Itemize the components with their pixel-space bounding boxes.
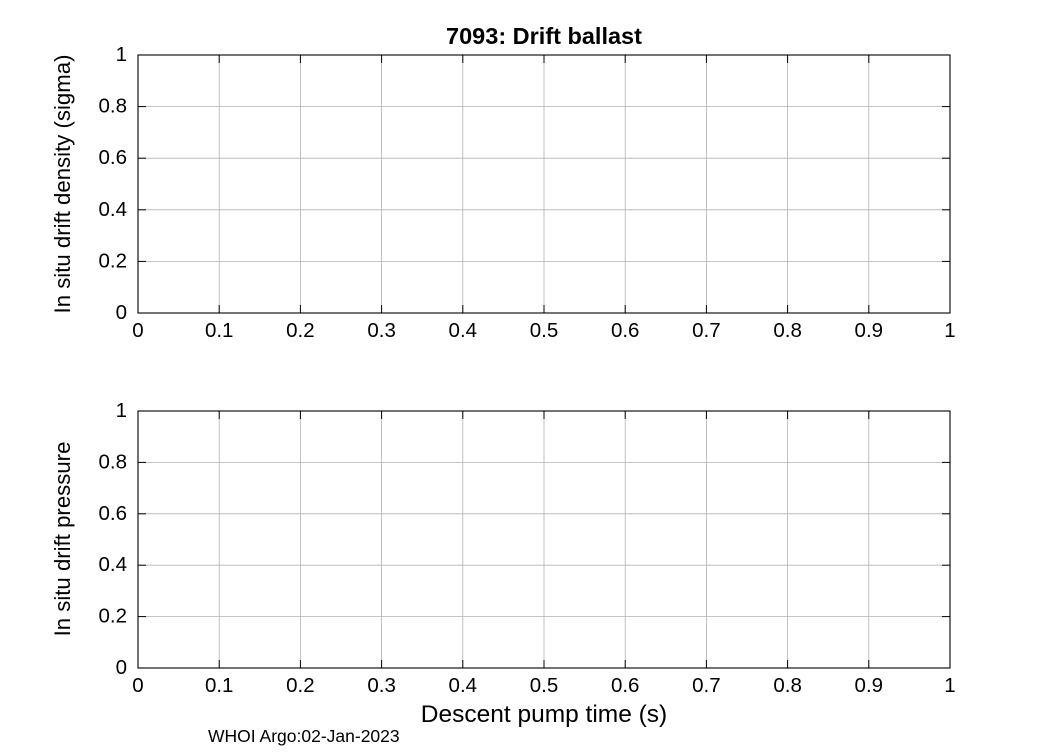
svg-text:0.8: 0.8 — [773, 319, 802, 342]
svg-text:0.2: 0.2 — [99, 249, 128, 272]
svg-text:0.2: 0.2 — [99, 605, 128, 628]
svg-text:1: 1 — [116, 43, 127, 66]
svg-text:0: 0 — [132, 674, 143, 697]
svg-text:0.9: 0.9 — [855, 319, 884, 342]
svg-text:0.6: 0.6 — [99, 502, 128, 525]
svg-text:0.1: 0.1 — [205, 674, 234, 697]
svg-text:0.7: 0.7 — [692, 674, 721, 697]
svg-text:0: 0 — [116, 656, 127, 679]
svg-text:0: 0 — [132, 319, 143, 342]
svg-text:0.6: 0.6 — [99, 146, 128, 169]
svg-text:0.4: 0.4 — [99, 553, 128, 576]
svg-text:1: 1 — [116, 399, 127, 422]
svg-text:0.5: 0.5 — [530, 319, 559, 342]
svg-text:In situ drift pressure: In situ drift pressure — [50, 442, 75, 637]
svg-text:0.7: 0.7 — [692, 319, 721, 342]
svg-text:0.6: 0.6 — [611, 674, 640, 697]
svg-text:0.2: 0.2 — [286, 319, 315, 342]
svg-text:1: 1 — [944, 319, 955, 342]
svg-text:0.3: 0.3 — [367, 674, 396, 697]
svg-text:0.4: 0.4 — [449, 319, 478, 342]
svg-text:Descent pump time (s): Descent pump time (s) — [421, 701, 667, 728]
svg-text:0.2: 0.2 — [286, 674, 315, 697]
svg-text:0.8: 0.8 — [99, 450, 128, 473]
svg-text:0.5: 0.5 — [530, 674, 559, 697]
svg-text:WHOI Argo:02-Jan-2023: WHOI Argo:02-Jan-2023 — [208, 726, 400, 746]
svg-text:1: 1 — [944, 674, 955, 697]
svg-text:0.4: 0.4 — [99, 198, 128, 221]
svg-text:0.8: 0.8 — [773, 674, 802, 697]
svg-text:0.1: 0.1 — [205, 319, 234, 342]
svg-text:In situ drift density (sigma): In situ drift density (sigma) — [50, 55, 75, 314]
svg-text:0.4: 0.4 — [449, 674, 478, 697]
svg-text:0.3: 0.3 — [367, 319, 396, 342]
svg-text:0: 0 — [116, 301, 127, 324]
svg-text:7093: Drift ballast: 7093: Drift ballast — [446, 23, 642, 49]
svg-text:0.6: 0.6 — [611, 319, 640, 342]
svg-text:0.9: 0.9 — [855, 674, 884, 697]
svg-text:0.8: 0.8 — [99, 95, 128, 118]
